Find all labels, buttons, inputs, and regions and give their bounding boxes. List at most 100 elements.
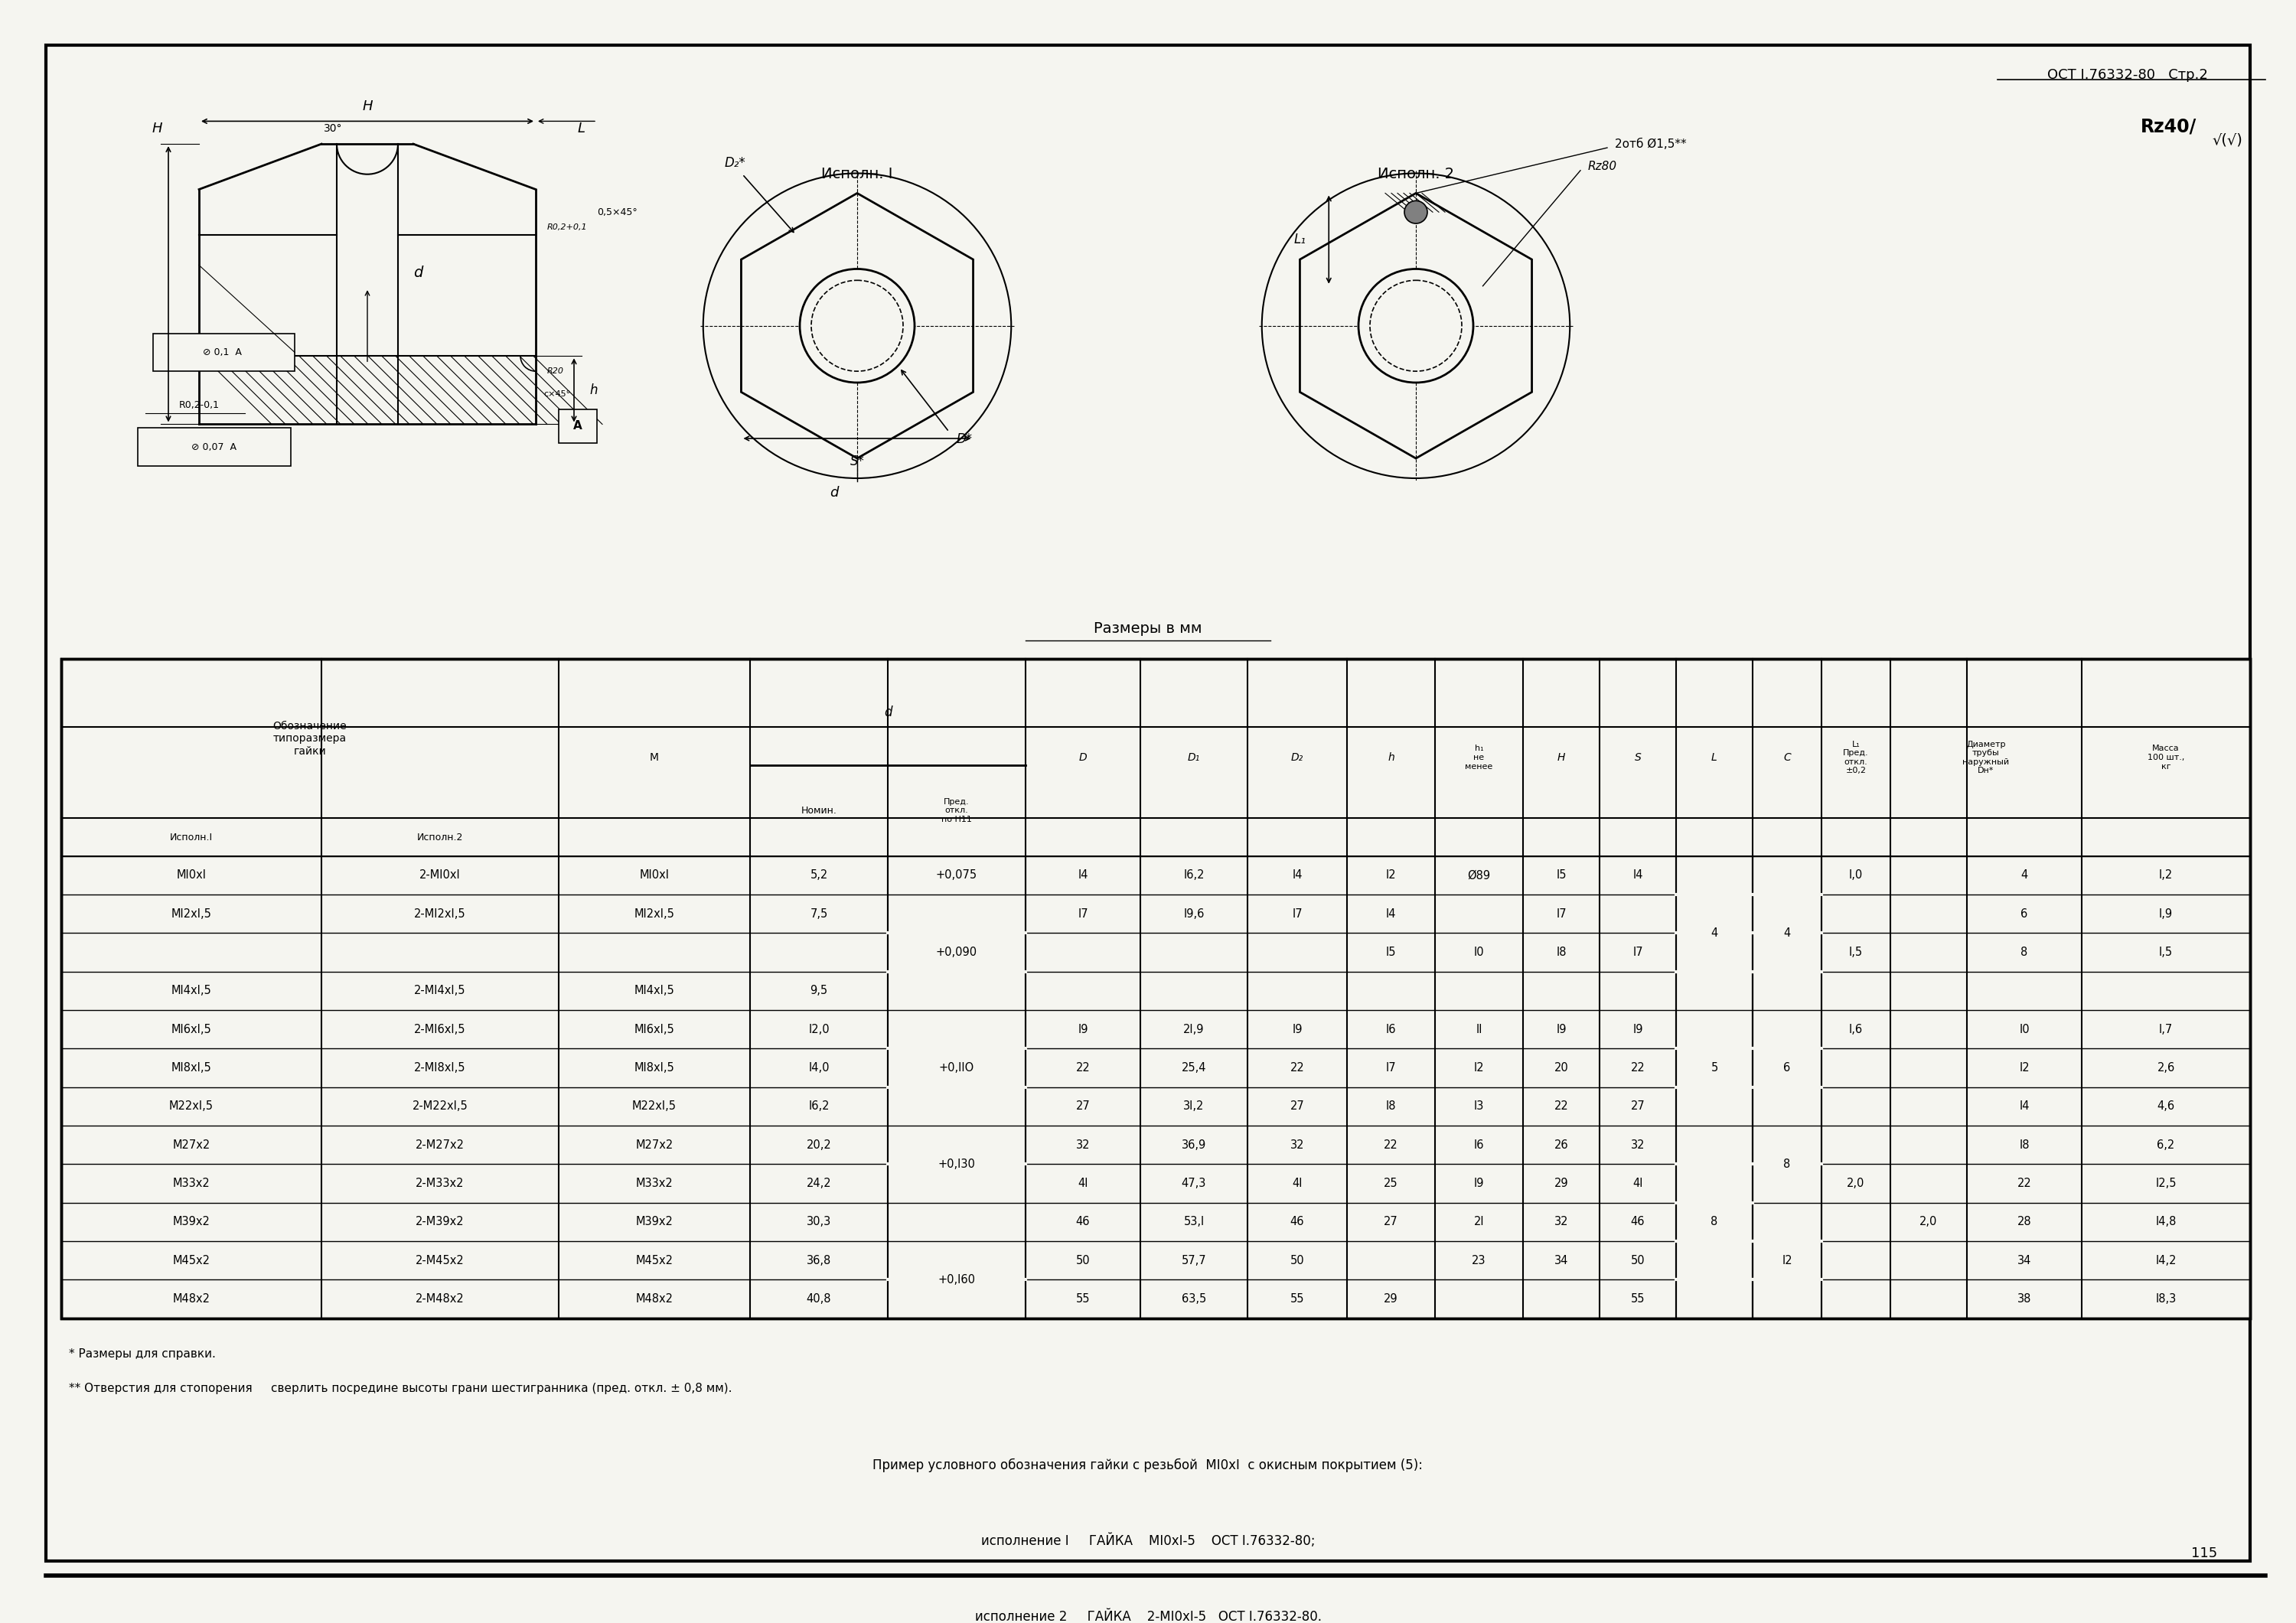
Text: 22: 22 (1077, 1061, 1091, 1074)
Text: I9: I9 (1293, 1024, 1302, 1035)
Text: R0,2-0,1: R0,2-0,1 (179, 401, 220, 411)
Text: I4,8: I4,8 (2156, 1216, 2177, 1227)
Text: L: L (579, 122, 585, 136)
Text: I7: I7 (1557, 909, 1566, 920)
Text: 4I: 4I (1077, 1178, 1088, 1190)
Text: D₂*: D₂* (723, 156, 746, 170)
Text: 6: 6 (1784, 1061, 1791, 1074)
Text: I7: I7 (1387, 1061, 1396, 1074)
Text: Rz40/: Rz40/ (2140, 117, 2197, 136)
Text: I,0: I,0 (1848, 870, 1862, 881)
Text: L₁: L₁ (1293, 232, 1306, 247)
Bar (62, 659, 2250, 1318)
Text: Rz80: Rz80 (1589, 161, 1616, 172)
Text: I8,3: I8,3 (2156, 1294, 2177, 1305)
Text: +0,075: +0,075 (937, 870, 978, 881)
Text: 30,3: 30,3 (806, 1216, 831, 1227)
Text: 20,2: 20,2 (806, 1139, 831, 1151)
Text: 28: 28 (2018, 1216, 2032, 1227)
Text: I2: I2 (1387, 870, 1396, 881)
Text: М22хI,5: М22хI,5 (170, 1100, 214, 1112)
Text: I5: I5 (1557, 870, 1566, 881)
Text: I,7: I,7 (2158, 1024, 2172, 1035)
Text: 22: 22 (1384, 1139, 1398, 1151)
Text: S: S (1635, 751, 1642, 763)
Text: I4,0: I4,0 (808, 1061, 829, 1074)
Text: Исполн.2: Исполн.2 (418, 833, 464, 842)
Text: I4: I4 (1077, 870, 1088, 881)
Text: М27х2: М27х2 (172, 1139, 211, 1151)
Text: Диаметр
трубы
наружный
Dн*: Диаметр трубы наружный Dн* (1963, 740, 2009, 774)
Text: Обозначение
типоразмера
гайки: Обозначение типоразмера гайки (273, 721, 347, 756)
Text: R20: R20 (546, 367, 565, 375)
Text: ОСТ I.76332-80   Стр.2: ОСТ I.76332-80 Стр.2 (2048, 68, 2209, 81)
Text: I6,2: I6,2 (1182, 870, 1205, 881)
Text: 2I: 2I (1474, 1216, 1483, 1227)
Text: 29: 29 (1384, 1294, 1398, 1305)
Text: 22: 22 (1290, 1061, 1304, 1074)
Text: 40,8: 40,8 (806, 1294, 831, 1305)
Text: 6,2: 6,2 (2156, 1139, 2174, 1151)
Text: 47,3: 47,3 (1182, 1178, 1205, 1190)
Text: I2,5: I2,5 (2156, 1178, 2177, 1190)
Text: 36,9: 36,9 (1182, 1139, 1205, 1151)
Text: h: h (1387, 751, 1394, 763)
Circle shape (1405, 201, 1428, 224)
Bar (558, 409, 597, 443)
Text: 2-М48х2: 2-М48х2 (416, 1294, 464, 1305)
Text: d: d (829, 485, 838, 500)
Text: D₁: D₁ (1187, 751, 1201, 763)
Text: 34: 34 (1554, 1255, 1568, 1266)
Text: Ø89: Ø89 (1467, 870, 1490, 881)
Text: d: d (413, 266, 422, 281)
Text: 22: 22 (1554, 1100, 1568, 1112)
Text: I8: I8 (2018, 1139, 2030, 1151)
Text: 4I: 4I (1293, 1178, 1302, 1190)
Text: М39х2: М39х2 (636, 1216, 673, 1227)
Text: 8: 8 (1784, 1159, 1791, 1170)
Text: I,5: I,5 (1848, 946, 1862, 958)
Text: I2: I2 (1782, 1255, 1793, 1266)
Text: I4: I4 (1387, 909, 1396, 920)
Text: I9: I9 (1474, 1178, 1483, 1190)
Text: МI4хI,5: МI4хI,5 (634, 985, 675, 997)
Text: I0: I0 (1474, 946, 1483, 958)
Text: М33х2: М33х2 (636, 1178, 673, 1190)
Text: М27х2: М27х2 (636, 1139, 673, 1151)
Text: 27: 27 (1630, 1100, 1644, 1112)
Text: I9: I9 (1632, 1024, 1644, 1035)
Text: I7: I7 (1077, 909, 1088, 920)
Text: 55: 55 (1077, 1294, 1091, 1305)
Text: 2,6: 2,6 (2156, 1061, 2174, 1074)
Text: 5,2: 5,2 (810, 870, 829, 881)
Bar (62, 659, 2250, 1318)
Text: Исполн.I: Исполн.I (170, 833, 214, 842)
Text: 2-МI0хI: 2-МI0хI (420, 870, 461, 881)
Text: 25,4: 25,4 (1182, 1061, 1205, 1074)
Text: C: C (1784, 751, 1791, 763)
Text: S*: S* (850, 454, 863, 467)
Text: 2-МI4хI,5: 2-МI4хI,5 (413, 985, 466, 997)
Text: 22: 22 (2018, 1178, 2032, 1190)
Text: I5: I5 (1387, 946, 1396, 958)
Text: 34: 34 (2018, 1255, 2032, 1266)
Text: исполнение I     ГАЙКА    МI0хI-5    ОСТ I.76332-80;: исполнение I ГАЙКА МI0хI-5 ОСТ I.76332-8… (980, 1534, 1316, 1548)
Text: 7,5: 7,5 (810, 909, 829, 920)
Text: 46: 46 (1290, 1216, 1304, 1227)
Text: I6,2: I6,2 (808, 1100, 829, 1112)
Text: ⊘ 0,07  А: ⊘ 0,07 А (191, 441, 236, 451)
Text: 55: 55 (1290, 1294, 1304, 1305)
Text: 8: 8 (2020, 946, 2027, 958)
Text: I4,2: I4,2 (2156, 1255, 2177, 1266)
Text: c×45°: c×45° (544, 390, 569, 398)
Text: H: H (152, 122, 163, 136)
Text: 50: 50 (1290, 1255, 1304, 1266)
Text: I8: I8 (1387, 1100, 1396, 1112)
Text: D₂: D₂ (1290, 751, 1304, 763)
Text: 2-МI2хI,5: 2-МI2хI,5 (413, 909, 466, 920)
Text: М48х2: М48х2 (636, 1294, 673, 1305)
Text: Пример условного обозначения гайки с резьбой  МI0хI  с окисным покрытием (5):: Пример условного обозначения гайки с рез… (872, 1459, 1424, 1472)
Text: H: H (1557, 751, 1566, 763)
Text: 27: 27 (1290, 1100, 1304, 1112)
Text: H: H (363, 99, 372, 114)
